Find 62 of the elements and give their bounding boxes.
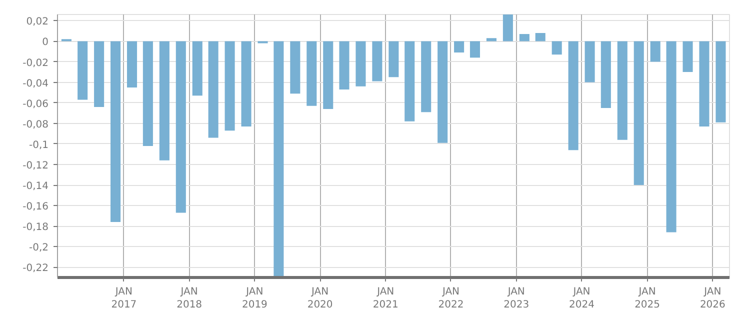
x-tick-label: JAN 2022 [438, 286, 464, 311]
y-tick-label: -0,14 [22, 181, 48, 192]
y-tick-label: 0,02 [26, 16, 48, 28]
bar [274, 41, 284, 278]
bar [176, 41, 186, 213]
bar [600, 41, 611, 108]
y-tick-label: -0,02 [22, 58, 48, 69]
bar [126, 41, 138, 88]
x-tick-label: JAN 2026 [700, 286, 726, 311]
bar [208, 41, 218, 138]
bar [94, 41, 104, 107]
bar [404, 41, 415, 122]
y-tick-label: -0,18 [22, 222, 48, 234]
bar [486, 38, 496, 42]
y-tick-label: -0,1 [28, 140, 49, 151]
bar [716, 41, 726, 122]
y-tick-label: -0,08 [22, 119, 48, 130]
bar [519, 34, 530, 42]
bar [666, 41, 676, 232]
bar [110, 41, 121, 222]
bar [356, 41, 366, 86]
bar [535, 32, 546, 42]
y-tick-label: -0,04 [22, 78, 48, 90]
y-tick-label: -0,16 [22, 202, 48, 213]
x-tick-label: JAN 2024 [569, 286, 594, 311]
bar [290, 41, 300, 94]
bar [372, 41, 382, 82]
x-tick-label: JAN 2017 [111, 286, 137, 311]
bar [142, 41, 153, 146]
bar [78, 41, 88, 100]
bar [454, 41, 464, 53]
bar [552, 41, 562, 55]
bar [438, 41, 448, 143]
bar [224, 41, 235, 131]
bar [568, 41, 578, 150]
bar [241, 41, 252, 126]
bar [306, 41, 317, 106]
y-tick-label: 0 [42, 37, 49, 48]
x-tick-label: JAN 2018 [176, 286, 202, 311]
bar [682, 41, 693, 72]
x-tick-label: JAN 2021 [372, 286, 398, 311]
y-tick-label: -0,22 [22, 263, 48, 274]
bar [502, 14, 513, 42]
y-tick-label: -0,06 [22, 98, 48, 110]
bar [421, 41, 432, 112]
bar [192, 41, 202, 96]
bar [650, 41, 660, 62]
bar [159, 41, 170, 160]
bar [323, 41, 334, 110]
x-tick-label: JAN 2025 [634, 286, 660, 311]
bar [470, 41, 480, 58]
bar [634, 41, 644, 186]
x-tick-label: JAN 2023 [504, 286, 530, 311]
bar [699, 41, 710, 126]
x-tick-label: JAN 2019 [242, 286, 268, 311]
bar [388, 41, 399, 78]
y-tick-label: -0,2 [28, 242, 49, 254]
x-tick-label: JAN 2020 [307, 286, 333, 311]
bar [584, 41, 595, 82]
bar [339, 41, 350, 90]
y-tick-label: -0,12 [22, 160, 48, 172]
bar [617, 41, 628, 140]
